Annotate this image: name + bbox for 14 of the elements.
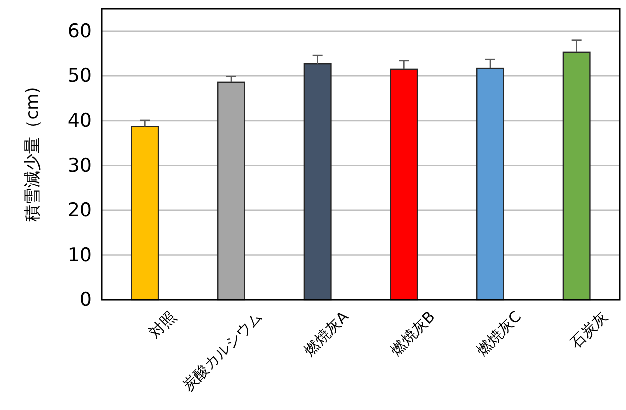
y-tick-label: 50: [68, 65, 92, 88]
x-tick-label: 燃焼灰C: [473, 308, 526, 360]
y-axis-title: 積雪減少量（cm): [23, 87, 43, 222]
x-tick-label: 対照: [146, 308, 180, 342]
y-tick-label: 20: [68, 200, 92, 222]
y-tick-label: 40: [68, 110, 92, 132]
y-tick-label: 10: [68, 244, 92, 266]
x-tick-label: 燃焼灰B: [386, 308, 439, 360]
y-tick-label: 0: [80, 289, 92, 312]
y-tick-label: 60: [68, 20, 92, 42]
y-tick-label: 30: [68, 154, 92, 177]
x-tick-label: 炭酸カルシウム: [179, 308, 266, 395]
x-tick-label: 石炭灰: [566, 308, 612, 352]
x-tick-label: 燃焼灰A: [300, 307, 353, 360]
